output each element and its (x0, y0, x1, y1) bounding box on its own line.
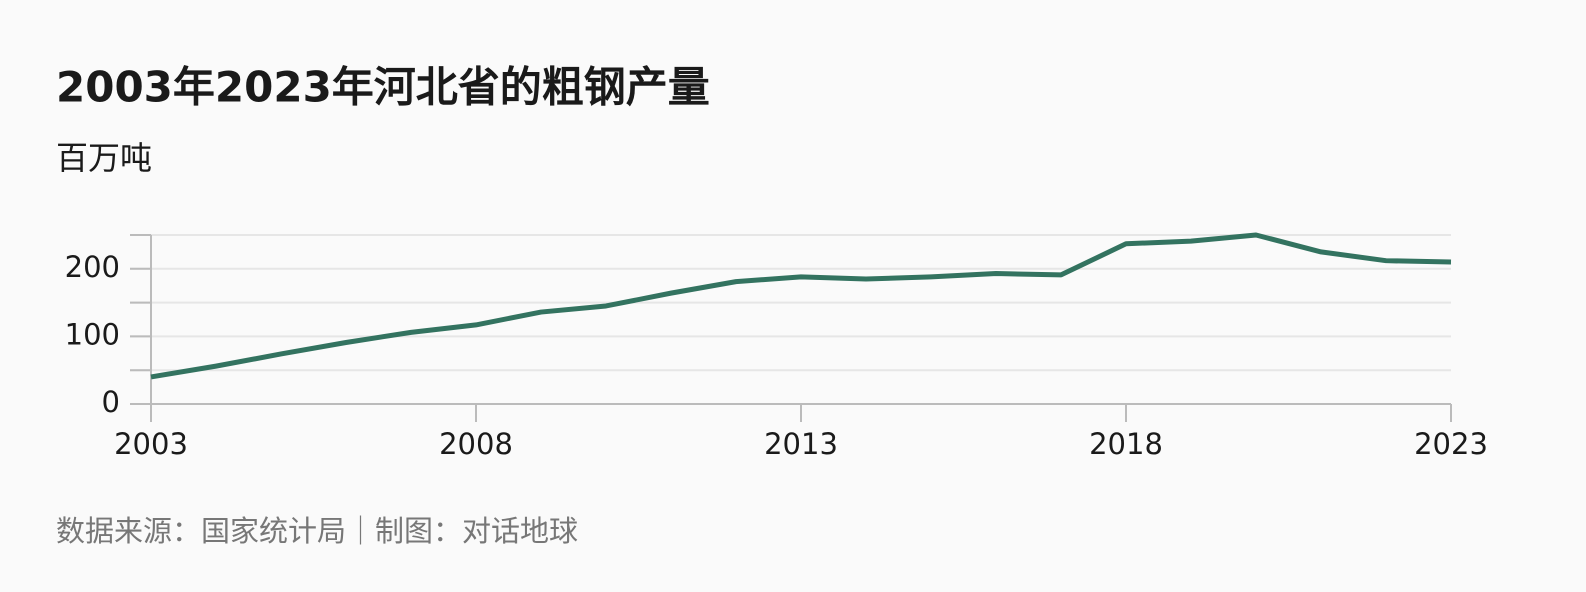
source-note: 数据来源：国家统计局｜制图：对话地球 (56, 514, 578, 548)
data-line (150, 232, 1452, 380)
y-tick-label: 200 (65, 250, 120, 284)
x-tick-label: 2023 (1414, 427, 1488, 461)
x-tick-label: 2018 (1089, 427, 1163, 461)
chart-title: 2003年2023年河北省的粗钢产量 (56, 63, 710, 112)
y-tick-label: 0 (102, 385, 120, 419)
x-tick-label: 2008 (439, 427, 513, 461)
x-tick-label: 2003 (114, 427, 188, 461)
x-tick-label: 2013 (764, 427, 838, 461)
chart-subtitle: 百万吨 (56, 139, 152, 177)
y-tick-label: 100 (65, 317, 120, 351)
